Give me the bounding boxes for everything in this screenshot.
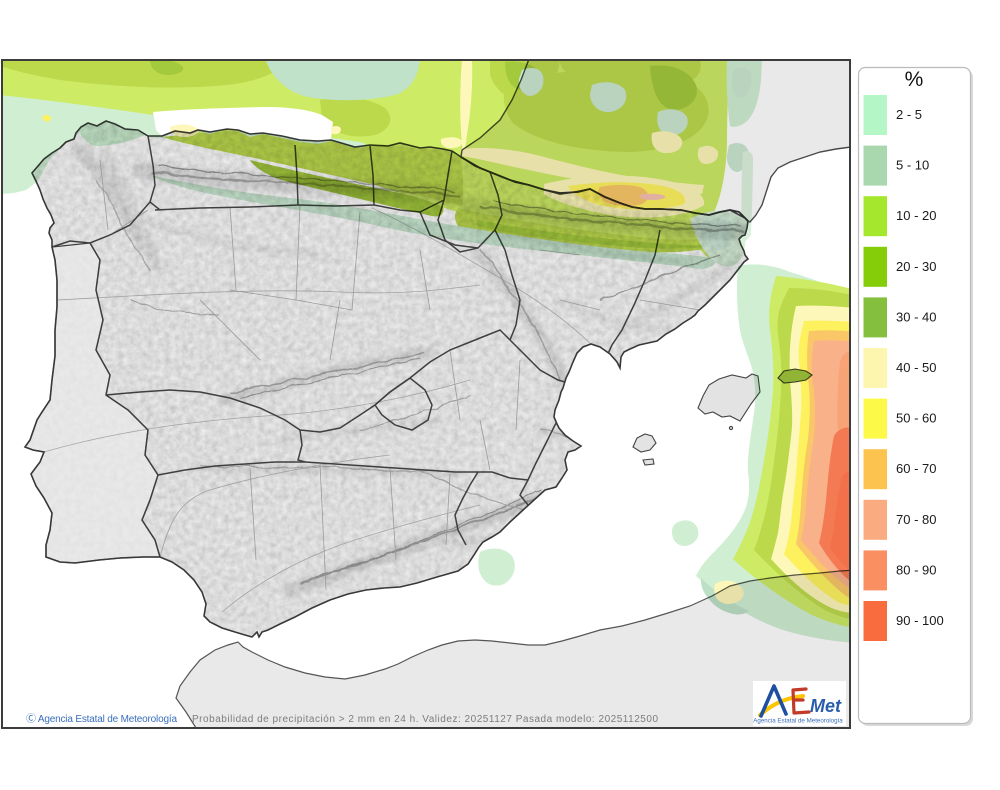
svg-text:Agencia Estatal de Meteorologí: Agencia Estatal de Meteorología — [753, 718, 843, 725]
svg-text:5 - 10: 5 - 10 — [896, 158, 929, 173]
svg-text:20 - 30: 20 - 30 — [896, 259, 936, 274]
svg-text:60 - 70: 60 - 70 — [896, 461, 936, 476]
svg-text:Ⓒ Agencia Estatal de Meteorolo: Ⓒ Agencia Estatal de Meteorología — [26, 713, 177, 725]
svg-text:80 - 90: 80 - 90 — [896, 562, 936, 577]
svg-text:90 - 100: 90 - 100 — [896, 613, 944, 628]
svg-text:2 - 5: 2 - 5 — [896, 107, 922, 122]
svg-text:50 - 60: 50 - 60 — [896, 411, 936, 426]
svg-text:30 - 40: 30 - 40 — [896, 309, 936, 324]
svg-text:%: % — [905, 68, 924, 91]
svg-text:Met: Met — [810, 696, 842, 716]
svg-text:70 - 80: 70 - 80 — [896, 512, 936, 527]
svg-text:10 - 20: 10 - 20 — [896, 208, 936, 223]
svg-text:Probabilidad de precipitación: Probabilidad de precipitación > 2 mm en … — [192, 714, 658, 725]
svg-text:40 - 50: 40 - 50 — [896, 360, 936, 375]
